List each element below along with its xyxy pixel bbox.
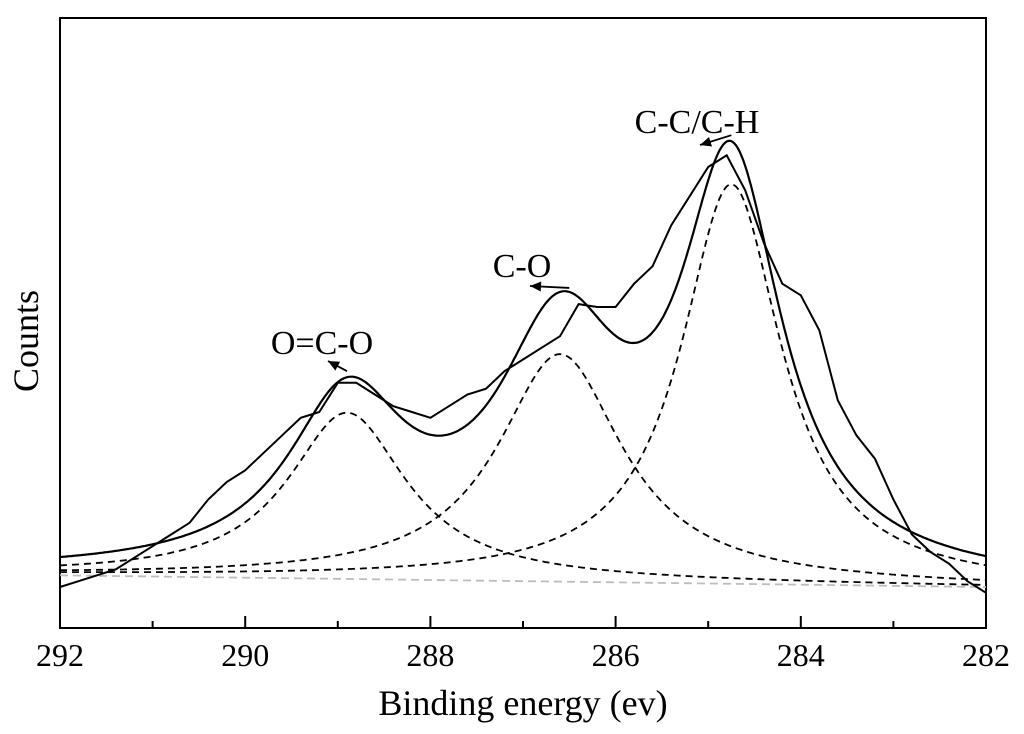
baseline-curve <box>59 574 987 588</box>
component-curves <box>59 183 987 588</box>
annotation-label: C-O <box>493 248 552 285</box>
component-curve-2 <box>60 353 987 581</box>
x-tick-label: 290 <box>221 637 269 673</box>
annotation-arrowhead <box>328 361 341 371</box>
x-ticks: 292 290 288 286 284 282 <box>36 616 1010 673</box>
raw-data-curve <box>59 153 987 594</box>
x-axis-label: Binding energy (ev) <box>378 683 667 723</box>
annotation-label: C-C/C-H <box>635 104 760 141</box>
annotation-arrowhead <box>530 281 542 292</box>
annotations: O=C-O C-O C-C/C-H <box>271 104 760 372</box>
x-tick-label: 282 <box>962 637 1010 673</box>
x-tick-label: 288 <box>406 637 454 673</box>
annotation-arrowhead <box>700 136 712 147</box>
plot-frame <box>59 17 987 629</box>
x-tick-label: 292 <box>36 637 84 673</box>
y-axis-label: Counts <box>6 290 46 392</box>
component-curve-1 <box>59 411 986 586</box>
component-curve-3 <box>59 183 987 573</box>
x-tick-label: 286 <box>592 637 640 673</box>
raw-curve-group <box>59 153 987 594</box>
annotation-label: O=C-O <box>271 325 373 362</box>
fit-curve-group <box>59 139 987 559</box>
fit-curve <box>59 139 987 559</box>
x-tick-label: 284 <box>777 637 825 673</box>
